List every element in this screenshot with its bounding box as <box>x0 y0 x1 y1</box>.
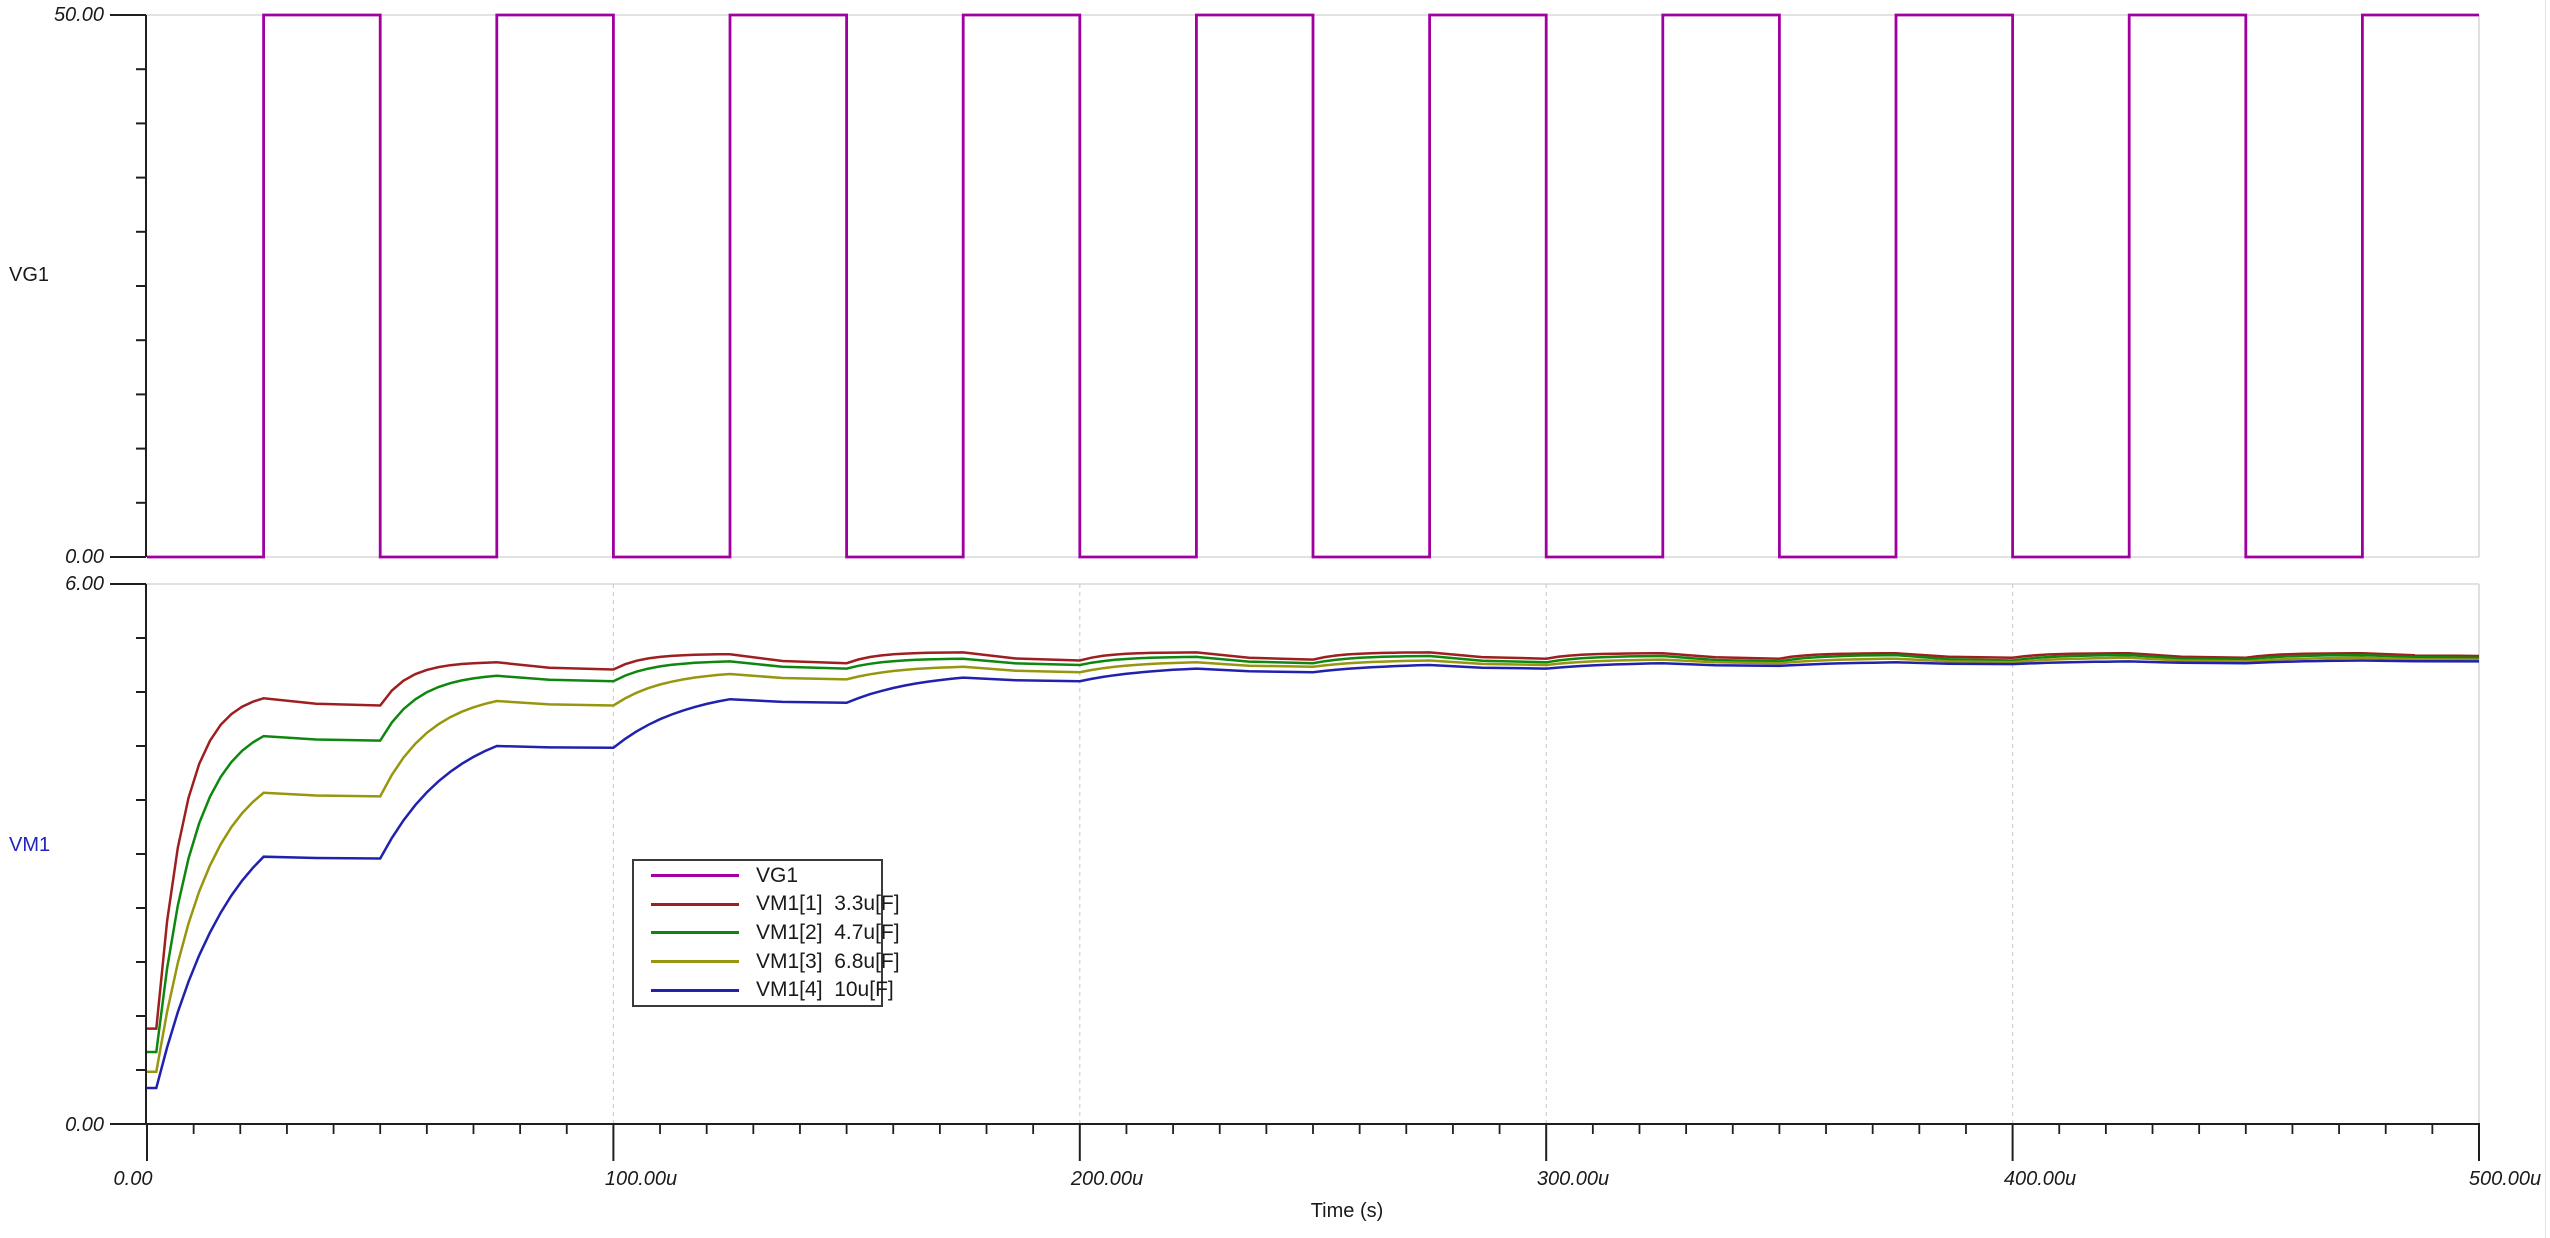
x-tick-label-500: 500.00u <box>2468 1168 2542 1190</box>
legend-swatch-vg1 <box>651 874 739 878</box>
legend-row-vg1: VG1 <box>634 862 881 890</box>
legend-series-cap: 6.8u[F] <box>834 949 900 973</box>
legend-series-name: VG1 <box>756 863 799 887</box>
window-right-border <box>2545 0 2546 1238</box>
legend-swatch-vm1-1 <box>651 902 739 906</box>
legend-series-cap: 3.3u[F] <box>834 892 900 916</box>
x-tick-label-200: 200.00u <box>1070 1168 1144 1190</box>
x-tick-label-300: 300.00u <box>1536 1168 1610 1190</box>
legend-series-cap: 4.7u[F] <box>834 920 900 944</box>
legend-series-cap: 10u[F] <box>834 978 894 1002</box>
legend-swatch-vm1-2 <box>651 931 739 935</box>
y-tick-label-bot-6: 6.00 <box>65 573 104 595</box>
y-tick-label-top-50: 50.00 <box>53 4 104 26</box>
legend-series-name: VM1[1] <box>756 892 823 916</box>
x-tick-label-0: 0.00 <box>113 1168 153 1190</box>
legend-row-vm1-4: VM1[4] 10u[F] <box>634 976 894 1004</box>
y-tick-label-bot-0: 0.00 <box>65 1114 104 1136</box>
legend-series-name: VM1[2] <box>756 920 823 944</box>
legend-row-vm1-3: VM1[3] 6.8u[F] <box>634 948 900 976</box>
vm1-axis-label: VM1 <box>9 834 51 856</box>
y-tick-label-top-0: 0.00 <box>65 546 104 568</box>
legend-row-vm1-1: VM1[1] 3.3u[F] <box>634 890 900 918</box>
legend-series-name: VM1[4] <box>756 978 823 1002</box>
vg1-axis-label: VG1 <box>9 264 50 286</box>
legend-row-vm1-2: VM1[2] 4.7u[F] <box>634 919 900 947</box>
x-tick-label-100: 100.00u <box>604 1168 678 1190</box>
x-tick-label-400: 400.00u <box>2003 1168 2077 1190</box>
legend-series-name: VM1[3] <box>756 949 823 973</box>
legend-swatch-vm1-3 <box>651 960 739 964</box>
x-axis-title: Time (s) <box>1310 1200 1384 1222</box>
legend-swatch-vm1-4 <box>651 988 739 992</box>
legend-box[interactable]: VG1 VM1[1] 3.3u[F] VM1[2] 4.7u[F] VM1[3]… <box>632 859 900 1007</box>
